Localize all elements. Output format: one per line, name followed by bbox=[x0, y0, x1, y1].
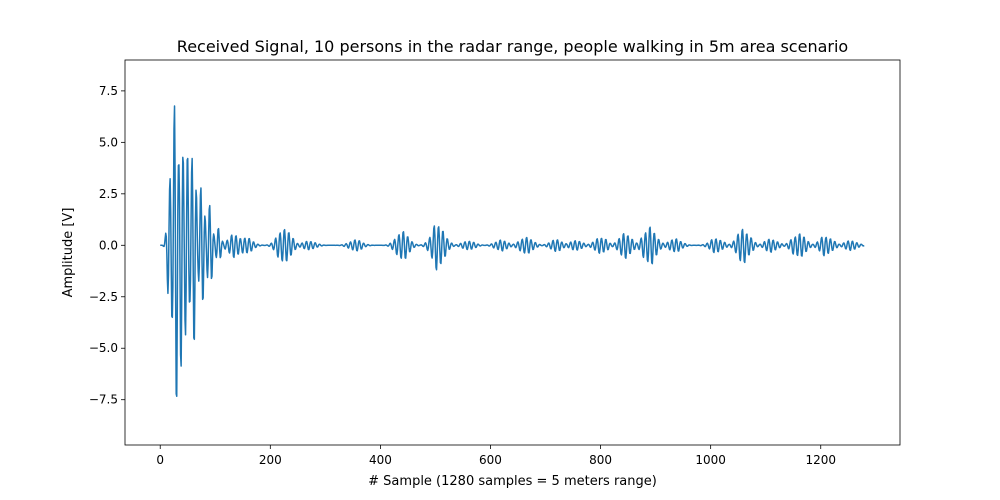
x-axis-label: # Sample (1280 samples = 5 meters range) bbox=[368, 474, 657, 489]
x-tick-label: 800 bbox=[589, 453, 612, 467]
y-tick-label: −7.5 bbox=[89, 393, 118, 407]
y-tick-label: 2.5 bbox=[99, 187, 118, 201]
x-tick-label: 600 bbox=[479, 453, 502, 467]
x-tick-label: 1000 bbox=[695, 453, 726, 467]
y-tick-label: −2.5 bbox=[89, 290, 118, 304]
x-tick-label: 0 bbox=[156, 453, 164, 467]
plot-frame bbox=[124, 59, 901, 446]
x-tick-label: 400 bbox=[369, 453, 392, 467]
chart-title: Received Signal, 10 persons in the radar… bbox=[177, 37, 848, 56]
y-tick-label: −5.0 bbox=[89, 341, 118, 355]
y-tick-label: 0.0 bbox=[99, 238, 118, 252]
y-axis-label: Amplitude [V] bbox=[61, 208, 76, 298]
x-tick-label: 1200 bbox=[805, 453, 836, 467]
y-tick-label: 5.0 bbox=[99, 135, 118, 149]
signal-line bbox=[160, 105, 865, 397]
x-axis-ticks: 0 200 400 600 800 1000 1200 bbox=[156, 445, 836, 467]
y-tick-label: 7.5 bbox=[99, 84, 118, 98]
x-tick-label: 200 bbox=[259, 453, 282, 467]
y-axis-ticks: −7.5 −5.0 −2.5 0.0 2.5 5.0 7.5 bbox=[89, 84, 125, 407]
